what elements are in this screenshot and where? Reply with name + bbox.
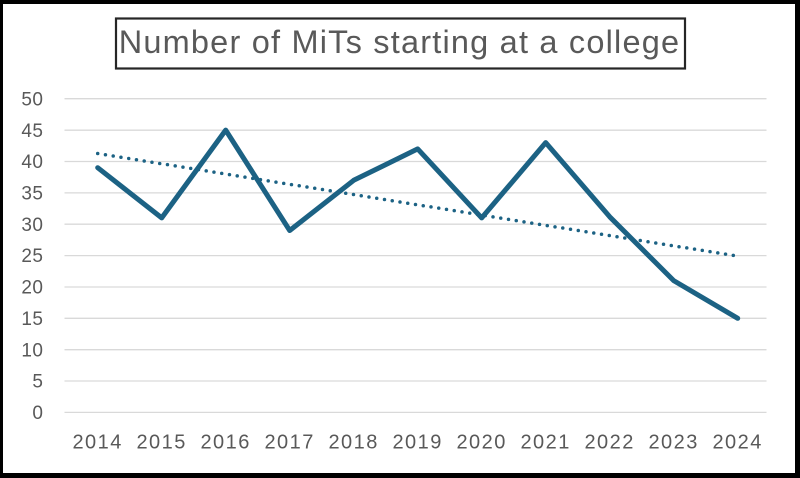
- svg-text:5: 5: [32, 372, 43, 393]
- svg-text:10: 10: [21, 340, 43, 361]
- svg-text:15: 15: [21, 309, 43, 330]
- svg-text:45: 45: [21, 121, 43, 142]
- svg-text:2015: 2015: [136, 432, 187, 454]
- svg-text:35: 35: [21, 184, 43, 205]
- svg-text:2014: 2014: [72, 432, 123, 454]
- svg-text:40: 40: [21, 152, 43, 173]
- svg-text:2020: 2020: [456, 432, 507, 454]
- svg-text:2017: 2017: [264, 432, 315, 454]
- svg-text:2022: 2022: [584, 432, 635, 454]
- svg-text:2019: 2019: [392, 432, 443, 454]
- svg-text:Number of MiTs starting at a c: Number of MiTs starting at a college: [119, 24, 681, 60]
- svg-text:0: 0: [32, 403, 43, 424]
- svg-text:20: 20: [21, 278, 43, 299]
- svg-text:2021: 2021: [520, 432, 571, 454]
- svg-text:2023: 2023: [648, 432, 699, 454]
- svg-text:50: 50: [21, 89, 43, 110]
- svg-text:25: 25: [21, 246, 43, 267]
- svg-text:2024: 2024: [712, 432, 763, 454]
- svg-text:2018: 2018: [328, 432, 379, 454]
- svg-text:2016: 2016: [200, 432, 251, 454]
- svg-text:30: 30: [21, 215, 43, 236]
